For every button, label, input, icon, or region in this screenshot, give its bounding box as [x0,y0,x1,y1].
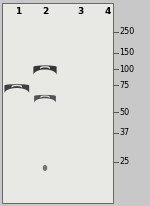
Text: 75: 75 [119,81,129,90]
Polygon shape [4,84,29,94]
Polygon shape [12,85,22,88]
Text: 4: 4 [105,7,111,16]
Text: 3: 3 [78,7,84,16]
Text: 150: 150 [119,48,134,57]
Text: 250: 250 [119,27,135,36]
FancyBboxPatch shape [2,3,113,203]
Polygon shape [33,66,57,75]
Text: 50: 50 [119,108,129,117]
Polygon shape [34,95,56,103]
Text: 1: 1 [15,7,21,16]
Text: 100: 100 [119,64,134,74]
Circle shape [43,165,47,171]
Polygon shape [40,95,50,98]
Text: 25: 25 [119,157,129,166]
Text: 2: 2 [42,7,48,16]
Polygon shape [40,66,50,70]
Text: 37: 37 [119,128,129,137]
